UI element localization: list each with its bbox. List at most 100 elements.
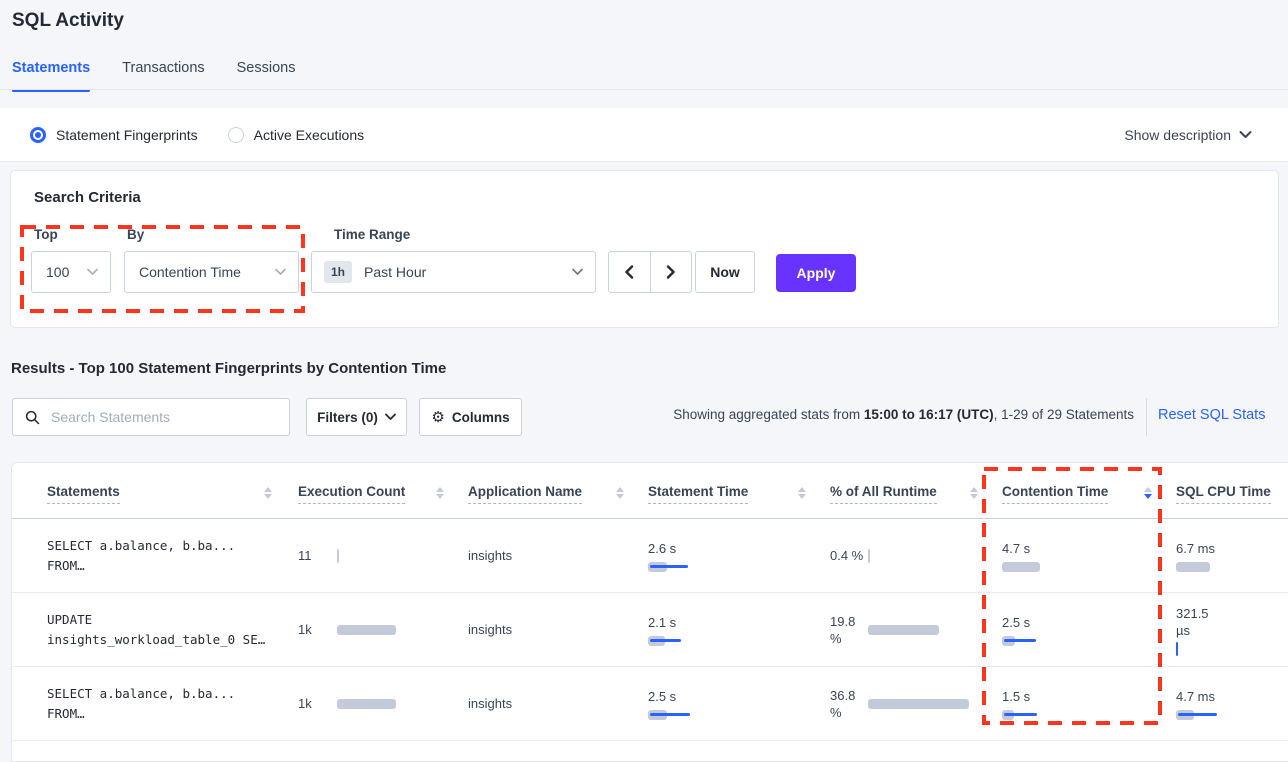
radio-label: Active Executions (253, 126, 365, 143)
table-row: SELECT a.balance, b.ba... FROM… 11 insights… (12, 519, 1288, 593)
column-header-of-all-runtime[interactable]: % of All Runtime (830, 463, 978, 518)
application-name-cell: insights (468, 593, 624, 666)
radio-label: Statement Fingerprints (56, 126, 198, 143)
statement-time-value: 2.1 s (648, 614, 677, 630)
tabs-divider (0, 89, 1288, 90)
columns-label: Columns (451, 409, 510, 425)
search-criteria-card: Search Criteria Top By Time Range 100 Co… (10, 170, 1279, 328)
statement-fingerprint-cell[interactable]: UPDATE insights_workload_table_0 SE… (47, 593, 272, 666)
column-header-label: SQL CPU Time (1176, 484, 1271, 504)
execution-count-cell: 11 (298, 519, 444, 592)
table-header-row: Statements Execution Count Application Nam… (12, 463, 1288, 519)
value-bar (868, 624, 939, 635)
statement-text-line: SELECT a.balance, b.ba... (47, 685, 236, 701)
reset-sql-stats-link[interactable]: Reset SQL Stats (1158, 407, 1266, 423)
chevron-down-icon (275, 268, 286, 275)
execution-count-value: 11 (298, 548, 312, 563)
table-row: SELECT a.balance, b.ba... FROM… 1k insights… (12, 667, 1288, 741)
time-range-select[interactable]: 1h Past Hour (311, 251, 596, 293)
contention-time-cell: 4.7 s (1002, 519, 1152, 592)
application-name-cell: insights (468, 519, 624, 592)
statement-fingerprint-cell[interactable]: SELECT a.balance, b.ba... FROM… (47, 667, 272, 740)
column-header-label: % of All Runtime (830, 484, 937, 504)
value-bar (868, 548, 870, 563)
chevron-left-icon (625, 265, 634, 279)
sql-cpu-time-cell: 6.7 ms (1176, 519, 1286, 592)
value-bar (648, 635, 681, 646)
runtime-percent-cell: 0.4 % (830, 519, 978, 592)
next-time-range-button[interactable] (651, 252, 692, 292)
value-bar (1002, 635, 1036, 646)
column-header-application-name[interactable]: Application Name (468, 463, 624, 518)
radio-active-executions[interactable]: Active Executions (227, 126, 365, 143)
sql-cpu-time-value: 4.7 ms (1176, 688, 1216, 704)
tab-sessions[interactable]: Sessions (236, 60, 296, 76)
by-label: By (127, 227, 145, 242)
tab-transactions[interactable]: Transactions (122, 60, 205, 76)
now-button[interactable]: Now (695, 251, 755, 293)
execution-count-cell: 1k (298, 667, 444, 740)
apply-button[interactable]: Apply (776, 254, 856, 292)
column-header-label: Contention Time (1002, 484, 1109, 504)
statement-text-line: insights_workload_table_0 SE… (47, 631, 266, 647)
top-select[interactable]: 100 (31, 251, 111, 293)
tab-statements[interactable]: Statements (12, 60, 91, 92)
top-label: Top (34, 227, 58, 242)
column-header-statements[interactable]: Statements (47, 463, 272, 518)
column-header-execution-count[interactable]: Execution Count (298, 463, 444, 518)
search-statements-box (12, 398, 290, 436)
contention-time-value: 1.5 s (1002, 688, 1031, 704)
application-name-value: insights (468, 696, 513, 711)
statement-text-line: UPDATE (47, 611, 93, 627)
results-heading: Results - Top 100 Statement Fingerprints… (11, 360, 447, 377)
sort-icon (436, 486, 444, 499)
column-header-statement-time[interactable]: Statement Time (648, 463, 806, 518)
contention-time-cell: 1.5 s (1002, 667, 1152, 740)
runtime-percent-value: 19.8 % (830, 613, 856, 646)
chevron-right-icon (666, 265, 675, 279)
time-range-label: Time Range (334, 227, 411, 242)
sql-cpu-time-cell: 4.7 ms (1176, 667, 1286, 740)
column-header-sql-cpu-time[interactable]: SQL CPU Time (1176, 463, 1286, 518)
stats-time-range: 15:00 to 16:17 (UTC) (863, 407, 994, 422)
tab-bar: Statements Transactions Sessions (12, 60, 296, 92)
statement-time-cell: 2.1 s (648, 593, 806, 666)
value-bar (337, 624, 396, 635)
show-description-label: Show description (1124, 126, 1231, 143)
execution-count-value: 1k (298, 622, 312, 637)
value-bar (648, 561, 688, 572)
columns-button[interactable]: ⚙ Columns (419, 398, 522, 436)
previous-time-range-button[interactable] (609, 252, 651, 292)
execution-count-value: 1k (298, 696, 312, 711)
value-bar (1176, 709, 1217, 720)
sql-cpu-time-cell: 321.5 µs (1176, 593, 1286, 666)
value-bar (337, 698, 396, 709)
statement-time-value: 2.5 s (648, 688, 677, 704)
statement-fingerprint-cell[interactable]: SELECT a.balance, b.ba... FROM… (47, 519, 272, 592)
contention-time-value: 4.7 s (1002, 540, 1031, 556)
by-select-value: Contention Time (139, 264, 241, 280)
radio-statement-fingerprints[interactable]: Statement Fingerprints (30, 126, 198, 143)
search-statements-input[interactable] (49, 408, 289, 426)
chevron-down-icon (572, 268, 583, 275)
column-header-label: Application Name (468, 484, 583, 504)
value-bar (1002, 561, 1040, 572)
column-header-contention-time[interactable]: Contention Time (1002, 463, 1152, 518)
time-range-badge: 1h (324, 261, 353, 283)
runtime-percent-value: 0.4 % (830, 548, 864, 563)
value-bar (337, 548, 339, 563)
chevron-down-icon (87, 268, 98, 275)
statement-text-line: SELECT a.balance, b.ba... (47, 537, 236, 553)
runtime-percent-cell: 36.8 % (830, 667, 978, 740)
application-name-value: insights (468, 622, 513, 637)
aggregated-stats-text: Showing aggregated stats from 15:00 to 1… (673, 407, 1134, 422)
time-range-nav (608, 251, 692, 293)
contention-time-value: 2.5 s (1002, 614, 1031, 630)
radio-selected-icon (30, 126, 46, 143)
statement-text-line: FROM… (47, 557, 85, 573)
filters-button[interactable]: Filters (0) (306, 398, 407, 436)
show-description-toggle[interactable]: Show description (1124, 108, 1252, 161)
statement-text-line: FROM… (47, 705, 85, 721)
application-name-value: insights (468, 548, 513, 563)
by-select[interactable]: Contention Time (124, 251, 299, 293)
